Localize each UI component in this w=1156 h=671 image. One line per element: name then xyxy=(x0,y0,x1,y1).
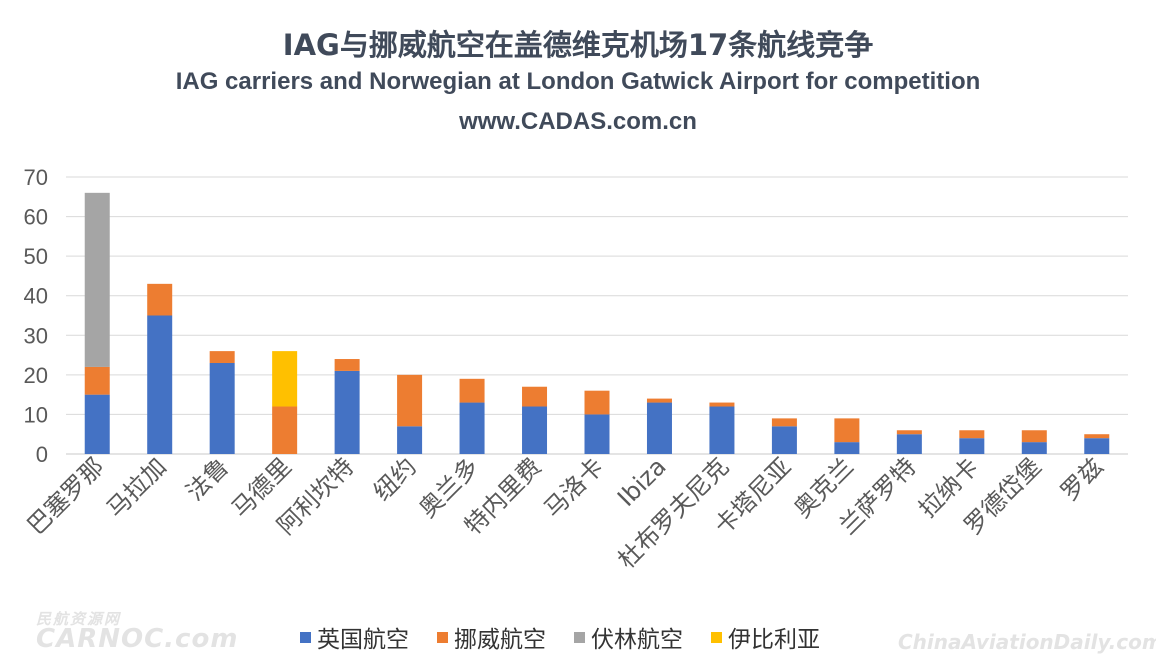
bar-segment xyxy=(334,370,360,454)
grid-lines xyxy=(66,176,1128,455)
bar-segment xyxy=(646,398,672,403)
legend-entry: 伏林航空 xyxy=(574,620,683,654)
legend-entry: 英国航空 xyxy=(300,620,409,654)
chart-title-chinese: IAG与挪威航空在盖德维克机场17条航线竞争 xyxy=(282,28,874,62)
watermark-chinaaviationdaily: ChinaAviationDaily.com xyxy=(898,630,1156,654)
bar-segment xyxy=(1084,434,1110,439)
bar-segment xyxy=(522,386,548,407)
bar-segment xyxy=(459,402,485,454)
bar-segment xyxy=(209,362,235,454)
bar-segment xyxy=(959,438,985,454)
bar-segment xyxy=(709,406,735,454)
x-tick-label: 罗兹 xyxy=(1055,452,1109,506)
bar-segment xyxy=(709,402,735,407)
legend-label: 挪威航空 xyxy=(454,627,546,653)
bar-segment xyxy=(147,315,173,454)
bar-segment xyxy=(1021,442,1047,454)
bar-segment xyxy=(84,366,110,395)
y-tick-label: 30 xyxy=(24,323,48,348)
bar-segment xyxy=(584,414,610,454)
bar-segment xyxy=(584,390,610,415)
bar-segment xyxy=(771,418,797,427)
y-tick-label: 70 xyxy=(24,165,48,190)
legend-swatch xyxy=(711,631,722,643)
bar-segment xyxy=(84,192,110,367)
y-tick-label: 0 xyxy=(36,442,48,467)
bar-segment xyxy=(896,430,922,435)
chart-title-english: IAG carriers and Norwegian at London Gat… xyxy=(175,68,981,95)
bar-segment xyxy=(272,406,298,454)
legend-entry: 挪威航空 xyxy=(437,620,546,654)
bar-segment xyxy=(397,374,423,427)
x-tick-label: 法鲁 xyxy=(181,452,235,506)
bar-segment xyxy=(459,378,485,403)
legend: 英国航空 挪威航空 伏林航空 伊比利亚 xyxy=(300,620,820,654)
legend-swatch xyxy=(300,631,311,643)
y-tick-label: 10 xyxy=(24,402,48,427)
bar-segment xyxy=(896,434,922,454)
y-tick-label: 50 xyxy=(24,244,48,269)
bar-segment xyxy=(834,442,860,454)
legend-label: 伊比利亚 xyxy=(728,627,820,653)
x-tick-label: 马拉加 xyxy=(101,452,172,523)
bar-segment xyxy=(84,394,110,454)
bar-segment xyxy=(646,402,672,454)
y-tick-label: 40 xyxy=(24,284,48,309)
bar-segment xyxy=(771,426,797,454)
bar-segment xyxy=(522,406,548,454)
bar-segment xyxy=(334,359,360,371)
legend-label: 英国航空 xyxy=(317,627,409,653)
y-tick-label: 20 xyxy=(24,363,48,388)
bar-segment xyxy=(1021,430,1047,443)
bar-segment xyxy=(834,418,860,443)
watermark-carnoc: CARNOC.com xyxy=(36,624,239,654)
bar-segment xyxy=(959,430,985,439)
bar-segment xyxy=(147,283,173,316)
legend-label: 伏林航空 xyxy=(591,627,683,653)
watermark-carnoc-chinese: 民航资源网 xyxy=(36,610,122,628)
bar-segment xyxy=(209,351,235,363)
y-axis: 0 10 20 30 40 50 60 70 xyxy=(24,165,48,467)
chart-site-url: www.CADAS.com.cn xyxy=(459,108,697,135)
x-tick-label: 纽约 xyxy=(368,452,422,506)
x-tick-label: 马洛卡 xyxy=(539,452,610,523)
legend-swatch xyxy=(437,631,448,643)
bar-segment xyxy=(397,426,423,454)
bar-segment xyxy=(272,351,298,407)
bar-segment xyxy=(1084,438,1110,454)
y-tick-label: 60 xyxy=(24,205,48,230)
legend-entry: 伊比利亚 xyxy=(711,620,820,654)
legend-swatch xyxy=(574,631,585,643)
bar-series xyxy=(84,192,1110,454)
